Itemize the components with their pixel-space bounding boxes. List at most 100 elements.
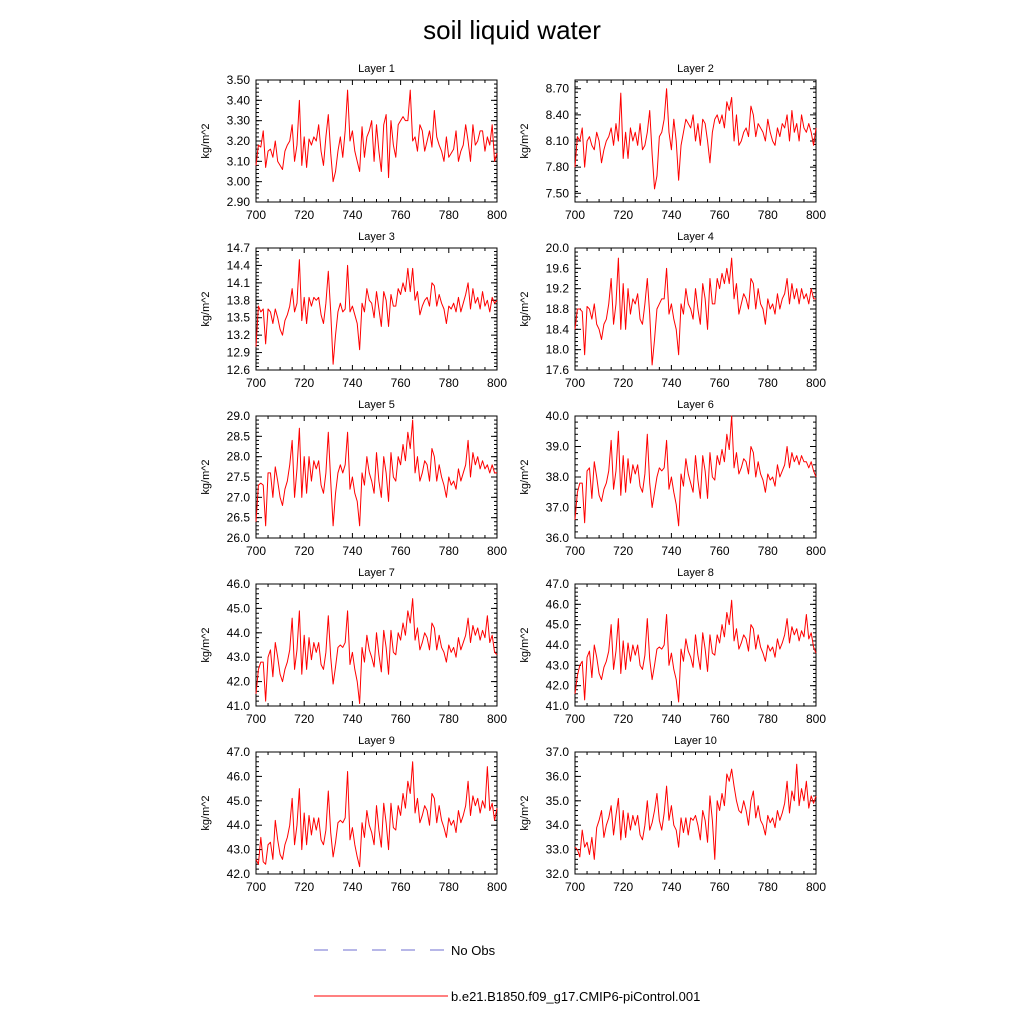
x-tick-label-layer-10: 700: [565, 880, 585, 894]
figure-title: soil liquid water: [423, 15, 601, 45]
y-axis-label-layer-1: kg/m^2: [200, 123, 212, 158]
y-tick-label-layer-4: 19.2: [546, 282, 570, 296]
y-tick-label-layer-5: 29.0: [227, 409, 251, 423]
y-tick-label-layer-5: 28.5: [227, 429, 251, 443]
y-tick-label-layer-7: 42.0: [227, 675, 251, 689]
y-tick-label-layer-7: 43.0: [227, 650, 251, 664]
y-tick-label-layer-10: 36.0: [546, 769, 570, 783]
x-tick-label-layer-1: 800: [487, 208, 507, 222]
y-axis-label-layer-5: kg/m^2: [200, 459, 212, 494]
x-tick-label-layer-1: 740: [342, 208, 362, 222]
x-tick-label-layer-10: 720: [613, 880, 633, 894]
y-axis-label-layer-7: kg/m^2: [200, 627, 212, 662]
y-tick-label-layer-1: 3.30: [227, 114, 251, 128]
y-tick-label-layer-5: 26.5: [227, 511, 251, 525]
y-tick-label-layer-9: 47.0: [227, 745, 251, 759]
series-line-layer-9: [255, 761, 498, 868]
y-tick-label-layer-9: 43.0: [227, 843, 251, 857]
x-tick-label-layer-8: 800: [806, 712, 826, 726]
y-tick-label-layer-4: 19.6: [546, 261, 570, 275]
y-tick-label-layer-1: 3.00: [227, 175, 251, 189]
x-tick-label-layer-2: 780: [758, 208, 778, 222]
x-tick-label-layer-6: 740: [661, 544, 681, 558]
panel-layer-3: Layer 3 kg/m^2 700 720 740 760 780 800 12.6 12.9 1…: [200, 231, 507, 390]
x-tick-label-layer-8: 760: [710, 712, 730, 726]
panel-title-layer-9: Layer 9: [358, 735, 395, 747]
x-tick-label-layer-2: 760: [710, 208, 730, 222]
x-tick-label-layer-8: 740: [661, 712, 681, 726]
y-tick-label-layer-3: 12.6: [227, 363, 251, 377]
x-tick-label-layer-7: 780: [439, 712, 459, 726]
x-tick-label-layer-5: 800: [487, 544, 507, 558]
legend: No Obs b.e21.B1850.f09_g17.CMIP6-piContr…: [314, 943, 700, 1004]
y-tick-label-layer-4: 18.0: [546, 343, 570, 357]
x-tick-label-layer-9: 780: [439, 880, 459, 894]
x-tick-label-layer-4: 760: [710, 376, 730, 390]
y-tick-label-layer-7: 41.0: [227, 699, 251, 713]
y-tick-label-layer-5: 28.0: [227, 450, 251, 464]
x-tick-label-layer-10: 780: [758, 880, 778, 894]
y-tick-label-layer-10: 32.0: [546, 867, 570, 881]
x-tick-label-layer-1: 760: [391, 208, 411, 222]
plot-frame-layer-8: [574, 583, 817, 707]
panel-title-layer-2: Layer 2: [677, 63, 714, 75]
y-tick-label-layer-6: 38.0: [546, 470, 570, 484]
panel-layer-4: Layer 4 kg/m^2 700 720 740 760 780 800 17.6 18.0 1…: [519, 231, 826, 390]
panel-layer-10: Layer 10 kg/m^2 700 720 740 760 780 800 32.0 33.0…: [519, 735, 826, 894]
y-tick-label-layer-10: 35.0: [546, 794, 570, 808]
y-tick-label-layer-8: 45.0: [546, 618, 570, 632]
plot-frame-layer-1: [255, 79, 498, 203]
x-tick-label-layer-3: 720: [294, 376, 314, 390]
legend-label-no-obs: No Obs: [451, 943, 496, 958]
y-tick-label-layer-5: 27.0: [227, 490, 251, 504]
y-tick-label-layer-10: 34.0: [546, 818, 570, 832]
x-tick-label-layer-9: 740: [342, 880, 362, 894]
x-tick-label-layer-9: 720: [294, 880, 314, 894]
panel-title-layer-6: Layer 6: [677, 399, 714, 411]
x-tick-label-layer-6: 760: [710, 544, 730, 558]
x-tick-label-layer-8: 780: [758, 712, 778, 726]
y-tick-label-layer-2: 8.70: [546, 82, 570, 96]
y-tick-label-layer-8: 42.0: [546, 679, 570, 693]
panel-title-layer-8: Layer 8: [677, 567, 714, 579]
x-tick-label-layer-5: 700: [246, 544, 266, 558]
x-tick-label-layer-6: 700: [565, 544, 585, 558]
x-tick-label-layer-4: 720: [613, 376, 633, 390]
y-axis-label-layer-4: kg/m^2: [519, 291, 531, 326]
y-tick-label-layer-9: 45.0: [227, 794, 251, 808]
x-tick-label-layer-1: 780: [439, 208, 459, 222]
series-line-layer-6: [574, 415, 817, 527]
y-tick-label-layer-6: 37.0: [546, 501, 570, 515]
y-tick-label-layer-3: 12.9: [227, 346, 251, 360]
series-line-layer-5: [255, 419, 497, 527]
x-tick-label-layer-8: 700: [565, 712, 585, 726]
x-tick-label-layer-2: 800: [806, 208, 826, 222]
series-line-layer-3: [255, 259, 498, 365]
x-tick-label-layer-4: 740: [661, 376, 681, 390]
y-tick-label-layer-3: 13.8: [227, 293, 251, 307]
y-tick-label-layer-6: 40.0: [546, 409, 570, 423]
panel-title-layer-7: Layer 7: [358, 567, 395, 579]
x-tick-label-layer-1: 700: [246, 208, 266, 222]
x-tick-label-layer-2: 700: [565, 208, 585, 222]
x-tick-label-layer-7: 760: [391, 712, 411, 726]
plot-frame-layer-10: [574, 751, 817, 875]
panel-layer-6: Layer 6 kg/m^2 700 720 740 760 780 800 36.0 37.0 3…: [519, 399, 826, 558]
x-tick-label-layer-10: 740: [661, 880, 681, 894]
y-tick-label-layer-10: 37.0: [546, 745, 570, 759]
panel-title-layer-10: Layer 10: [674, 735, 717, 747]
x-tick-label-layer-2: 740: [661, 208, 681, 222]
x-tick-label-layer-4: 700: [565, 376, 585, 390]
panel-layer-5: Layer 5 kg/m^2 700 720 740 760 780 800 26.0 26.5 2…: [200, 399, 507, 558]
series-line-layer-1: [255, 89, 498, 183]
y-tick-label-layer-4: 18.8: [546, 302, 570, 316]
x-tick-label-layer-4: 800: [806, 376, 826, 390]
y-tick-label-layer-3: 14.7: [227, 241, 251, 255]
y-tick-label-layer-1: 2.90: [227, 195, 251, 209]
panel-layer-9: Layer 9 kg/m^2 700 720 740 760 780 800 42.0 43.0 4…: [200, 735, 507, 894]
x-tick-label-layer-7: 740: [342, 712, 362, 726]
x-tick-label-layer-6: 800: [806, 544, 826, 558]
x-tick-label-layer-3: 780: [439, 376, 459, 390]
x-tick-label-layer-7: 720: [294, 712, 314, 726]
